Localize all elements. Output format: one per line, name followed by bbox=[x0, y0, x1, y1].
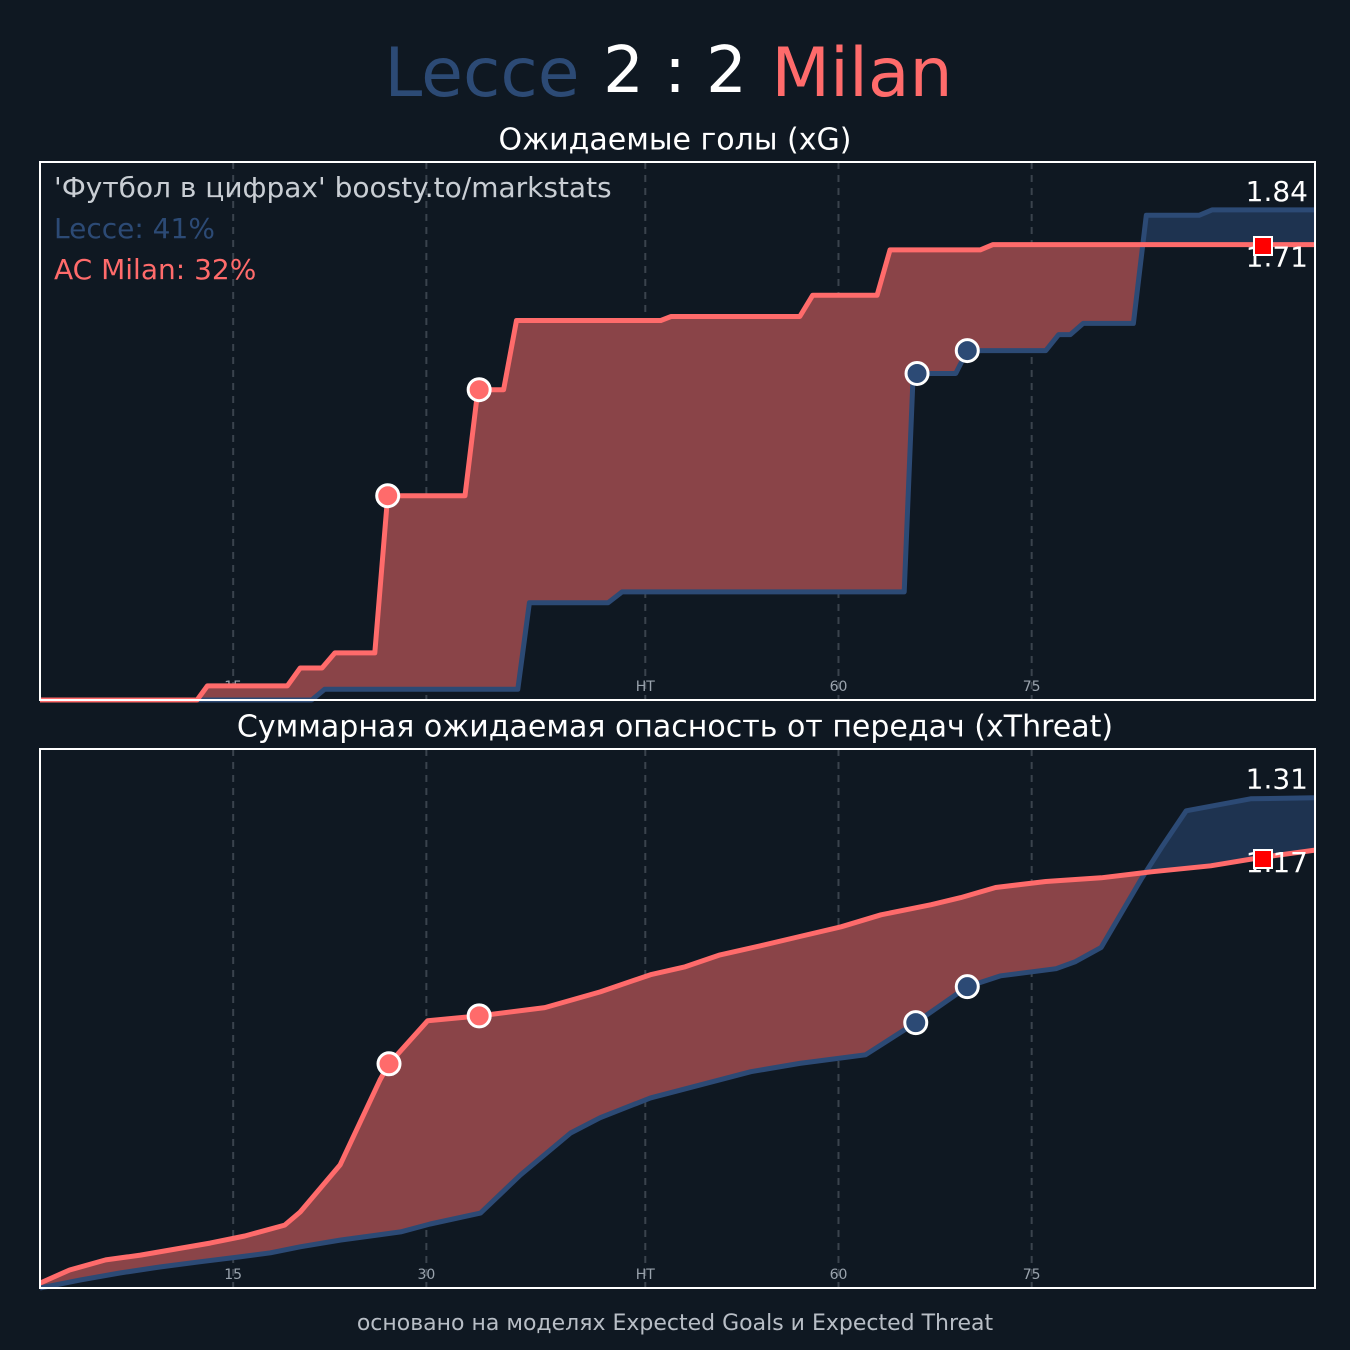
x-tick-label: 30 bbox=[417, 1267, 435, 1283]
goal-marker bbox=[376, 1051, 402, 1077]
end-icon bbox=[1253, 236, 1273, 256]
end-value-label: 1.84 bbox=[1246, 175, 1308, 208]
chart-title: Суммарная ожидаемая опасность от передач… bbox=[237, 710, 1113, 745]
x-tick-label: 75 bbox=[1023, 679, 1041, 695]
home-team: Lecce bbox=[384, 34, 579, 113]
plot-frame bbox=[39, 748, 1316, 1289]
goal-marker bbox=[375, 483, 401, 509]
annotation: Lecce: 41% bbox=[54, 212, 215, 245]
x-tick-label: 60 bbox=[830, 1267, 848, 1283]
series-line bbox=[40, 207, 1315, 703]
annotation: 'Футбол в цифрах' boosty.to/markstats bbox=[54, 171, 612, 204]
goal-marker bbox=[466, 1003, 492, 1029]
away-team: Milan bbox=[771, 34, 952, 113]
chart-title: Ожидаемые голы (xG) bbox=[499, 123, 852, 158]
footer: основано на моделях Expected Goals и Exp… bbox=[357, 1311, 994, 1336]
x-tick-label: 60 bbox=[830, 679, 848, 695]
end-icon bbox=[1253, 849, 1273, 869]
x-tick-label: HT bbox=[636, 1267, 656, 1283]
x-tick-label: 15 bbox=[224, 1267, 242, 1283]
goal-marker bbox=[954, 338, 980, 364]
goal-marker bbox=[903, 1010, 929, 1036]
series-line bbox=[38, 847, 1316, 1286]
x-tick-label: 75 bbox=[1023, 1267, 1041, 1283]
score: 2 : 2 bbox=[603, 34, 747, 108]
annotation: AC Milan: 32% bbox=[54, 253, 256, 286]
end-value-label: 1.31 bbox=[1246, 763, 1308, 796]
goal-marker bbox=[466, 377, 492, 403]
goal-marker bbox=[904, 360, 930, 386]
series-line bbox=[39, 795, 1316, 1291]
plot-frame bbox=[39, 161, 1316, 701]
goal-marker bbox=[954, 974, 980, 1000]
x-tick-label: HT bbox=[636, 679, 656, 695]
